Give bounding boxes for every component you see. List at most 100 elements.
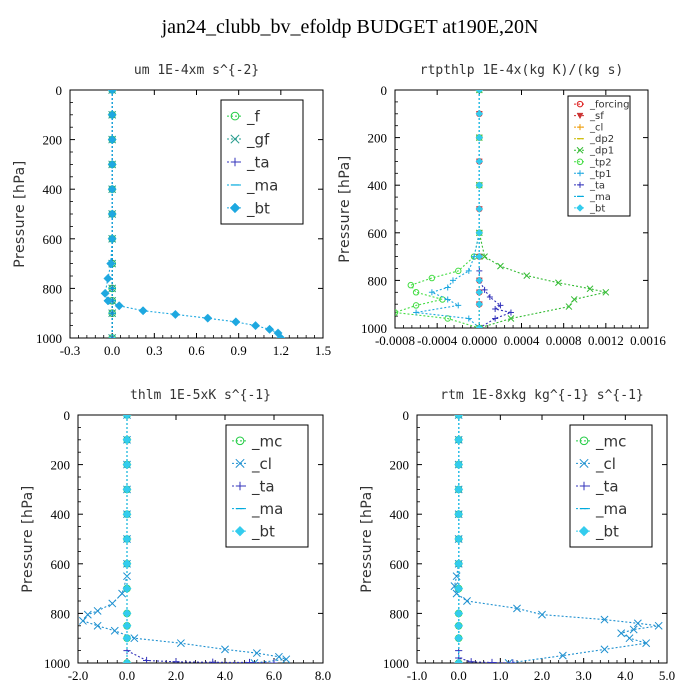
x-tick-label: 2.0 [534, 668, 550, 683]
x-tick-label: 0.0004 [504, 333, 540, 348]
panel-title: rtm 1E-8xkg kg^{-1} s^{-1} [440, 388, 644, 403]
data-point-bt [103, 296, 113, 306]
y-tick-label: 1000 [361, 321, 387, 336]
data-point-bt [122, 559, 132, 569]
y-tick-label: 400 [390, 507, 410, 522]
data-point-bt [454, 658, 464, 663]
data-point-bt [454, 509, 464, 519]
x-tick-label: 3.0 [576, 668, 592, 683]
data-point-bt [107, 135, 117, 145]
y-tick-label: 600 [43, 232, 63, 247]
x-tick-label: -1.0 [407, 668, 428, 683]
y-tick-label: 800 [43, 281, 63, 296]
data-point-cl [504, 659, 513, 663]
data-point-ta [486, 294, 493, 301]
x-tick-label: 1.5 [315, 343, 331, 358]
legend-label: _ma [251, 500, 283, 519]
data-point-tp1 [444, 296, 451, 303]
data-point-bt [107, 184, 117, 194]
y-tick-label: 1000 [36, 331, 62, 346]
y-tick-label: 800 [368, 273, 388, 288]
data-point-ta [209, 658, 217, 663]
data-point-tp1 [428, 289, 435, 296]
data-point-cl [463, 597, 471, 605]
data-point-bt [250, 321, 261, 331]
legend-marker [576, 204, 584, 212]
y-tick-label: 400 [51, 507, 71, 522]
legend-marker [579, 436, 589, 446]
data-point-bt [122, 584, 132, 594]
legend-label: _tp1 [589, 169, 612, 180]
data-point-ta [270, 659, 278, 663]
data-point-cl [617, 629, 626, 638]
legend-label: _ma [589, 192, 611, 203]
data-point-cl [118, 589, 127, 598]
y-tick-label: 800 [51, 606, 71, 621]
data-point-bt [203, 313, 213, 323]
data-point-cl [600, 645, 609, 654]
legend-label: _ta [246, 154, 270, 173]
data-point-cl [454, 415, 463, 419]
series-group [78, 415, 291, 663]
data-point-bt [475, 228, 484, 237]
y-tick-label: 1000 [44, 656, 70, 671]
data-point-bt [122, 621, 132, 631]
data-point-cl [282, 655, 291, 663]
data-point-bt [122, 435, 132, 445]
data-point-cl [252, 649, 261, 658]
x-tick-label: 1.2 [273, 343, 289, 358]
data-point-ta [467, 658, 475, 663]
data-point-bt [475, 276, 484, 285]
data-point-cl [176, 639, 185, 648]
data-point-ta [509, 659, 517, 663]
panel-um: um 1E-4xm s^{-2} Pressure [hPa] -0.3 0.0 0.3… [12, 63, 331, 358]
data-point-ta [507, 309, 514, 316]
data-point-gf [108, 90, 117, 94]
data-point-ta [497, 302, 504, 309]
series-line-ta [478, 90, 513, 328]
y-tick-label: 0 [381, 83, 388, 98]
data-point-cl [221, 645, 229, 654]
data-point-tp1 [413, 309, 420, 316]
data-point-bt [122, 534, 132, 544]
data-point-ta [492, 315, 499, 322]
legend-label: _dp2 [589, 134, 614, 145]
data-point-bt [170, 309, 180, 319]
data-point-cl [558, 651, 567, 660]
data-point-tp2 [412, 289, 420, 296]
panel-thlm: thlm 1E-5xK s^{-1} Pressure [hPa] -2.0 0.0 2… [20, 388, 331, 683]
legend-label: _bt [595, 523, 619, 542]
data-point-cl [625, 634, 634, 643]
data-point-bt [122, 460, 132, 470]
legend-marker [229, 202, 241, 214]
legend-label: _cl [251, 455, 272, 474]
y-tick-label: 400 [43, 182, 63, 197]
y-tick-label: 0 [64, 408, 71, 423]
data-point-bt [454, 415, 464, 420]
data-point-cl [108, 599, 117, 608]
data-point-bt [107, 159, 117, 169]
data-point-bt [454, 460, 464, 470]
data-point-cl [538, 610, 546, 619]
data-point-bt [454, 633, 464, 643]
legend-marker [577, 124, 583, 131]
x-tick-label: 8.0 [315, 668, 331, 683]
data-point-bt [231, 317, 241, 327]
legend-marker [577, 170, 583, 177]
legend-marker [579, 458, 589, 468]
data-point-cl [629, 625, 638, 634]
data-point-bt [276, 333, 286, 338]
x-tick-label: 0.3 [146, 343, 162, 358]
data-point-dp1 [481, 253, 488, 260]
data-point-ta [492, 305, 499, 312]
data-point-tp1 [444, 284, 451, 291]
legend-label: _f [246, 108, 261, 127]
legend-marker [234, 525, 246, 537]
series-line-dp1 [478, 90, 606, 328]
x-tick-label: 0.9 [231, 343, 247, 358]
y-tick-label: 1000 [383, 656, 409, 671]
y-tick-label: 0 [403, 408, 410, 423]
legend-label: _forcing [589, 100, 630, 111]
legend-marker [576, 158, 584, 166]
data-point-dp1 [497, 262, 504, 270]
